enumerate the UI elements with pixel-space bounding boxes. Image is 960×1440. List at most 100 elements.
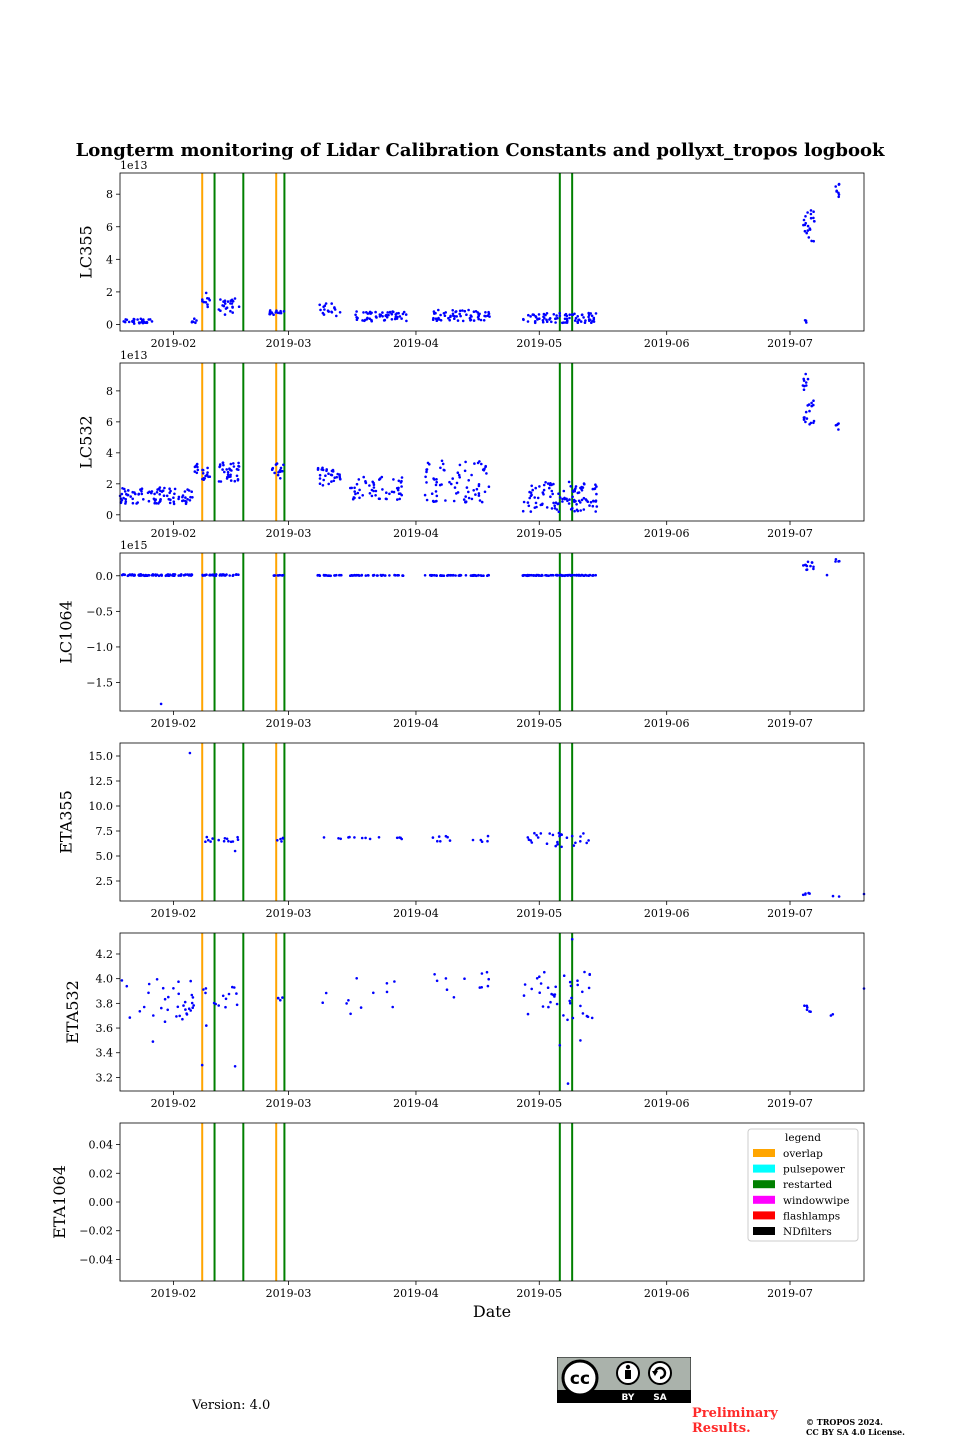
data-point <box>378 313 382 316</box>
data-point <box>333 476 337 480</box>
data-point <box>453 315 457 318</box>
data-point <box>479 838 483 842</box>
data-point <box>222 300 225 303</box>
data-point <box>562 1014 565 1017</box>
data-point <box>536 496 540 500</box>
data-point <box>138 1010 142 1013</box>
data-point <box>125 984 129 988</box>
data-point <box>471 838 475 842</box>
data-point <box>388 492 391 496</box>
data-point <box>125 318 129 322</box>
data-point <box>236 835 239 839</box>
data-point <box>188 573 192 577</box>
data-point <box>588 504 591 507</box>
data-point <box>810 401 813 405</box>
data-point <box>147 982 151 986</box>
data-point <box>398 315 402 318</box>
data-point <box>150 491 153 495</box>
data-point <box>480 986 484 989</box>
data-point <box>450 482 453 486</box>
data-point <box>353 486 356 490</box>
data-point <box>802 418 806 421</box>
y-offset-text: 1e15 <box>120 539 148 552</box>
data-point <box>273 471 276 475</box>
data-point <box>530 987 533 991</box>
data-point <box>282 463 285 467</box>
data-point <box>561 500 564 503</box>
data-point <box>331 468 335 472</box>
data-point <box>155 491 159 494</box>
data-point <box>219 573 223 576</box>
data-point <box>393 573 396 577</box>
data-point <box>217 838 220 842</box>
data-point <box>228 574 231 577</box>
data-point <box>177 495 181 499</box>
data-point <box>235 992 238 995</box>
data-point <box>338 473 341 476</box>
data-point <box>831 1013 835 1016</box>
x-tick-label: 2019-04 <box>393 337 439 350</box>
data-point <box>368 484 371 487</box>
data-point <box>433 973 436 976</box>
data-point <box>365 318 369 321</box>
data-point <box>161 986 165 990</box>
data-point <box>553 993 557 996</box>
data-point <box>452 499 456 503</box>
data-point <box>535 833 538 837</box>
data-point <box>318 473 322 477</box>
data-point <box>812 239 815 243</box>
data-point <box>457 473 461 477</box>
data-point <box>229 473 232 477</box>
panel-lc532: 0 2 4 6 8 2019-02 2019-03 2019-04 2019-05 2019-06… <box>76 349 865 540</box>
data-point <box>355 573 358 577</box>
data-point <box>485 970 489 974</box>
data-point <box>233 1065 237 1068</box>
data-point <box>574 499 577 503</box>
data-point <box>579 840 582 843</box>
data-point <box>577 499 581 503</box>
data-point <box>231 306 234 309</box>
data-point <box>316 466 320 470</box>
data-point <box>345 1002 348 1005</box>
y-tick-label: 7.5 <box>96 825 114 838</box>
data-point <box>434 317 438 321</box>
data-point <box>159 498 162 501</box>
data-point <box>808 892 811 895</box>
data-point <box>337 837 340 840</box>
data-point <box>425 481 428 484</box>
data-point <box>583 970 586 974</box>
data-point <box>528 573 531 577</box>
data-point <box>184 1008 187 1011</box>
data-point <box>834 558 838 561</box>
data-point <box>804 381 808 384</box>
data-point <box>339 837 343 841</box>
data-point <box>802 218 806 222</box>
data-point <box>137 493 140 496</box>
data-point <box>222 839 226 843</box>
data-point <box>120 492 124 496</box>
data-point <box>590 1016 594 1020</box>
data-point <box>536 836 540 839</box>
data-point <box>192 320 195 324</box>
x-tick-label: 2019-05 <box>516 907 562 920</box>
data-point <box>581 1012 585 1015</box>
data-point <box>472 573 475 577</box>
copyright-line-1: © TROPOS 2024. <box>806 1417 883 1427</box>
data-point <box>587 313 591 317</box>
data-point <box>235 474 239 478</box>
data-point <box>142 318 145 321</box>
data-point <box>804 215 807 218</box>
data-point <box>435 574 438 577</box>
data-point <box>173 487 177 491</box>
data-point <box>803 229 807 233</box>
data-point <box>467 496 471 500</box>
data-point <box>806 1006 809 1009</box>
data-point <box>206 466 209 470</box>
data-point <box>225 573 228 576</box>
data-point <box>270 468 274 472</box>
y-tick-label: −0.04 <box>79 1253 113 1266</box>
data-point <box>568 498 571 501</box>
data-point <box>155 573 159 577</box>
data-point <box>366 574 370 577</box>
data-point <box>123 320 127 324</box>
